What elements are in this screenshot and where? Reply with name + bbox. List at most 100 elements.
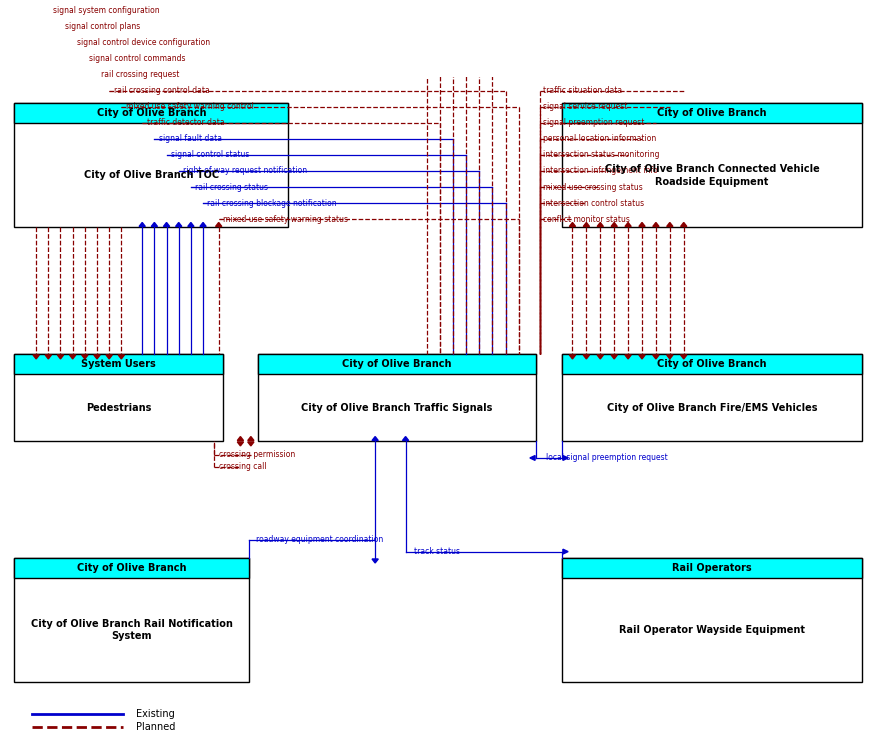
Text: personal location information: personal location information: [543, 134, 656, 143]
Polygon shape: [569, 355, 576, 359]
Polygon shape: [681, 223, 687, 226]
Text: Existing: Existing: [136, 708, 175, 719]
Text: Rail Operators: Rail Operators: [672, 563, 752, 574]
Text: System Users: System Users: [81, 359, 156, 369]
Text: City of Olive Branch Traffic Signals: City of Olive Branch Traffic Signals: [301, 403, 493, 413]
Polygon shape: [119, 355, 125, 359]
Polygon shape: [372, 559, 378, 563]
Polygon shape: [372, 436, 378, 441]
Text: conflict monitor status: conflict monitor status: [543, 214, 630, 223]
Polygon shape: [139, 223, 146, 226]
Polygon shape: [653, 223, 659, 226]
Text: traffic detector data: traffic detector data: [146, 118, 224, 127]
Text: track status: track status: [414, 547, 460, 556]
Polygon shape: [248, 442, 254, 446]
Polygon shape: [248, 436, 254, 441]
Text: City of Olive Branch Rail Notification
System: City of Olive Branch Rail Notification S…: [31, 619, 233, 642]
Polygon shape: [200, 223, 206, 226]
Text: roadway equipment coordination: roadway equipment coordination: [256, 535, 384, 544]
Bar: [15, 354, 223, 374]
Polygon shape: [583, 223, 589, 226]
Text: intersection status monitoring: intersection status monitoring: [543, 150, 659, 159]
Text: local signal preemption request: local signal preemption request: [547, 453, 668, 462]
Polygon shape: [94, 355, 100, 359]
Polygon shape: [151, 223, 158, 226]
Polygon shape: [583, 355, 589, 359]
Polygon shape: [681, 355, 687, 359]
Polygon shape: [639, 223, 645, 226]
Bar: [258, 354, 536, 374]
Bar: [15, 558, 249, 682]
Text: signal system configuration: signal system configuration: [52, 6, 160, 15]
Polygon shape: [215, 223, 221, 226]
Text: City of Olive Branch TOC: City of Olive Branch TOC: [84, 170, 219, 180]
Bar: [562, 558, 862, 682]
Bar: [15, 103, 289, 227]
Polygon shape: [106, 355, 112, 359]
Polygon shape: [187, 223, 194, 226]
Text: mixed use safety warning control: mixed use safety warning control: [126, 102, 254, 111]
Polygon shape: [625, 223, 631, 226]
Polygon shape: [667, 223, 673, 226]
Text: signal control status: signal control status: [171, 150, 249, 159]
Bar: [15, 354, 223, 441]
Bar: [15, 103, 289, 123]
Polygon shape: [563, 549, 569, 554]
Polygon shape: [597, 355, 603, 359]
Polygon shape: [667, 355, 673, 359]
Polygon shape: [163, 223, 170, 226]
Text: Pedestrians: Pedestrians: [86, 403, 152, 413]
Text: intersection control status: intersection control status: [543, 199, 644, 208]
Polygon shape: [639, 355, 645, 359]
Polygon shape: [403, 436, 409, 441]
Text: mixed use crossing status: mixed use crossing status: [543, 182, 643, 191]
Text: City of Olive Branch: City of Olive Branch: [342, 359, 452, 369]
Text: signal control plans: signal control plans: [65, 22, 140, 31]
Polygon shape: [569, 223, 576, 226]
Polygon shape: [653, 355, 659, 359]
Text: City of Olive Branch: City of Olive Branch: [97, 108, 206, 119]
Text: City of Olive Branch: City of Olive Branch: [77, 563, 187, 574]
Bar: [562, 103, 862, 123]
Text: Planned: Planned: [136, 722, 175, 732]
Polygon shape: [597, 223, 603, 226]
Text: crossing permission: crossing permission: [219, 450, 295, 459]
Text: right-of-way request notification: right-of-way request notification: [183, 167, 307, 176]
Polygon shape: [611, 355, 617, 359]
Bar: [562, 558, 862, 578]
Text: City of Olive Branch Connected Vehicle
Roadside Equipment: City of Olive Branch Connected Vehicle R…: [604, 164, 820, 187]
Bar: [258, 354, 536, 441]
Text: City of Olive Branch: City of Olive Branch: [657, 359, 766, 369]
Text: signal control device configuration: signal control device configuration: [77, 38, 210, 47]
Bar: [562, 103, 862, 227]
Polygon shape: [58, 355, 64, 359]
Text: rail crossing control data: rail crossing control data: [113, 86, 209, 95]
Polygon shape: [563, 456, 569, 460]
Polygon shape: [530, 456, 535, 460]
Text: signal service request: signal service request: [543, 102, 627, 111]
Polygon shape: [611, 223, 617, 226]
Text: rail crossing status: rail crossing status: [195, 182, 269, 191]
Text: intersection infringement info: intersection infringement info: [543, 167, 657, 176]
Text: City of Olive Branch Fire/EMS Vehicles: City of Olive Branch Fire/EMS Vehicles: [607, 403, 817, 413]
Text: rail crossing blockage notification: rail crossing blockage notification: [208, 199, 337, 208]
Polygon shape: [175, 223, 182, 226]
Text: City of Olive Branch: City of Olive Branch: [657, 108, 766, 119]
Text: rail crossing request: rail crossing request: [101, 70, 180, 79]
Text: crossing call: crossing call: [219, 462, 266, 471]
Bar: [562, 354, 862, 441]
Text: Rail Operator Wayside Equipment: Rail Operator Wayside Equipment: [619, 625, 805, 635]
Text: traffic situation data: traffic situation data: [543, 86, 622, 95]
Polygon shape: [82, 355, 88, 359]
Bar: [562, 354, 862, 374]
Bar: [15, 558, 249, 578]
Polygon shape: [45, 355, 51, 359]
Polygon shape: [625, 355, 631, 359]
Polygon shape: [237, 442, 243, 446]
Text: signal fault data: signal fault data: [159, 134, 221, 143]
Text: mixed use safety warning status: mixed use safety warning status: [223, 214, 348, 223]
Text: signal preemption request: signal preemption request: [543, 118, 644, 127]
Polygon shape: [70, 355, 76, 359]
Text: signal control commands: signal control commands: [89, 54, 186, 63]
Polygon shape: [237, 436, 243, 441]
